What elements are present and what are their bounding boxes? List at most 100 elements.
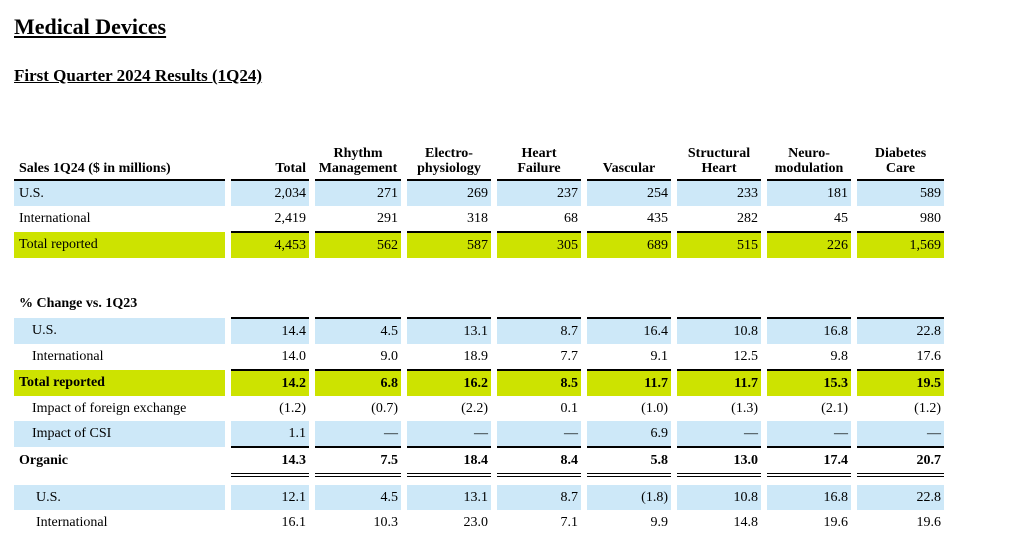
value-cell: 435 bbox=[581, 206, 674, 233]
value-cell: 14.0 bbox=[225, 344, 312, 371]
value-cell: 19.5 bbox=[851, 370, 944, 396]
value-cell: 17.6 bbox=[851, 344, 944, 371]
column-header: Rhythm Management bbox=[309, 128, 404, 181]
value-cell: 23.0 bbox=[401, 510, 494, 535]
row-label: Total reported bbox=[14, 232, 228, 258]
value-cell: 11.7 bbox=[581, 370, 674, 396]
value-cell: 7.1 bbox=[491, 510, 584, 535]
value-cell: 689 bbox=[581, 232, 674, 258]
column-header: Neuro-modulation bbox=[761, 128, 854, 181]
value-cell: 19.6 bbox=[851, 510, 944, 535]
value-cell: 8.7 bbox=[491, 317, 584, 344]
table-row: International 16.1 10.3 23.0 7.1 9.9 14.8 19.6 1… bbox=[14, 510, 944, 535]
value-cell: 305 bbox=[491, 232, 584, 258]
column-header-line2: modulation bbox=[774, 161, 844, 176]
value-cell: 20.7 bbox=[851, 447, 944, 477]
value-cell: 181 bbox=[761, 180, 854, 206]
value-cell: 9.1 bbox=[581, 344, 674, 371]
value-cell: 4,453 bbox=[225, 232, 312, 258]
value-cell: 1.1 bbox=[225, 421, 312, 448]
value-cell: (2.2) bbox=[401, 396, 494, 421]
spacer-cell bbox=[14, 475, 944, 485]
value-cell: 14.2 bbox=[225, 370, 312, 396]
column-header-line1 bbox=[231, 146, 306, 161]
column-header: Vascular bbox=[581, 128, 674, 181]
value-cell: (1.0) bbox=[581, 396, 674, 421]
value-cell: 12.5 bbox=[671, 344, 764, 371]
value-cell: 10.8 bbox=[671, 485, 764, 510]
table-row: International 14.0 9.0 18.9 7.7 9.1 12.5 9.8 17.… bbox=[14, 344, 944, 371]
value-cell: 237 bbox=[491, 180, 584, 206]
value-cell: 10.3 bbox=[309, 510, 404, 535]
row-label: Total reported bbox=[14, 370, 228, 396]
value-cell: 291 bbox=[309, 206, 404, 233]
column-header-line1: Structural bbox=[687, 146, 751, 161]
value-cell: 14.4 bbox=[225, 317, 312, 344]
value-cell: 68 bbox=[491, 206, 584, 233]
value-cell: 254 bbox=[581, 180, 674, 206]
table-row: Impact of CSI 1.1— — —6.9— — — bbox=[14, 421, 944, 448]
value-cell: 16.2 bbox=[401, 370, 494, 396]
value-cell: 13.1 bbox=[401, 485, 494, 510]
value-cell: 16.8 bbox=[761, 317, 854, 344]
table-row: Total reported 4,453 562 587 305 689 515 226 1,5… bbox=[14, 232, 944, 258]
value-cell: 233 bbox=[671, 180, 764, 206]
value-cell: — bbox=[671, 421, 764, 448]
change-header-label: % Change vs. 1Q23 bbox=[19, 296, 138, 311]
table-row: Organic 14.3 7.5 18.4 8.4 5.8 13.0 17.4 20.7 bbox=[14, 447, 944, 477]
spacer-cell bbox=[761, 290, 854, 318]
value-cell: 2,034 bbox=[225, 180, 312, 206]
value-cell: 18.9 bbox=[401, 344, 494, 371]
value-cell: 2,419 bbox=[225, 206, 312, 233]
row-spacer bbox=[14, 475, 944, 485]
value-cell: 14.8 bbox=[671, 510, 764, 535]
value-cell: 17.4 bbox=[761, 447, 854, 477]
value-cell: 45 bbox=[761, 206, 854, 233]
row-label: International bbox=[32, 349, 104, 364]
value-cell: — bbox=[491, 421, 584, 448]
value-cell: 9.8 bbox=[761, 344, 854, 371]
spacer-cell bbox=[401, 290, 494, 318]
value-cell: 282 bbox=[671, 206, 764, 233]
column-header: Electro-physiology bbox=[401, 128, 494, 181]
column-header: Heart Failure bbox=[491, 128, 584, 181]
value-cell: — bbox=[761, 421, 854, 448]
value-cell: 562 bbox=[309, 232, 404, 258]
column-header: Diabetes Care bbox=[851, 128, 944, 181]
value-cell: 9.0 bbox=[309, 344, 404, 371]
row-label: International bbox=[36, 514, 108, 530]
value-cell: 8.4 bbox=[491, 447, 584, 477]
column-header-line1 bbox=[587, 146, 671, 161]
value-cell: 7.5 bbox=[309, 447, 404, 477]
value-cell: — bbox=[401, 421, 494, 448]
column-header-line2: Total bbox=[275, 161, 306, 176]
column-header-line2: Vascular bbox=[602, 161, 656, 176]
row-label: Organic bbox=[19, 453, 68, 468]
value-cell: 8.5 bbox=[491, 370, 584, 396]
value-cell: 13.0 bbox=[671, 447, 764, 477]
value-cell: 10.8 bbox=[671, 317, 764, 344]
value-cell: 9.9 bbox=[581, 510, 674, 535]
value-cell: 226 bbox=[761, 232, 854, 258]
spacer-cell bbox=[581, 290, 674, 318]
column-header-line1: Neuro- bbox=[788, 146, 830, 161]
column-header-line2: Heart bbox=[701, 161, 737, 176]
value-cell: 271 bbox=[309, 180, 404, 206]
column-header-line2: Management bbox=[318, 161, 398, 176]
value-cell: 22.8 bbox=[851, 485, 944, 510]
row-label: Impact of foreign exchange bbox=[32, 400, 187, 416]
section-subtitle: First Quarter 2024 Results (1Q24) bbox=[14, 66, 263, 85]
value-cell: 1,569 bbox=[851, 232, 944, 258]
column-header: Structural Heart bbox=[671, 128, 764, 181]
value-cell: 269 bbox=[401, 180, 494, 206]
value-cell: 0.1 bbox=[491, 396, 584, 421]
value-cell: 4.5 bbox=[309, 485, 404, 510]
sales-header-label: Sales 1Q24 ($ in millions) bbox=[14, 128, 228, 181]
row-label: Impact of CSI bbox=[14, 421, 228, 447]
value-cell: (0.7) bbox=[309, 396, 404, 421]
value-cell: 587 bbox=[401, 232, 494, 258]
column-header-line2: Failure bbox=[517, 161, 561, 176]
spacer-cell bbox=[671, 290, 764, 318]
table-row: International 2,419 291 318 68 435 282 45 980 bbox=[14, 206, 944, 233]
value-cell: 8.7 bbox=[491, 485, 584, 510]
